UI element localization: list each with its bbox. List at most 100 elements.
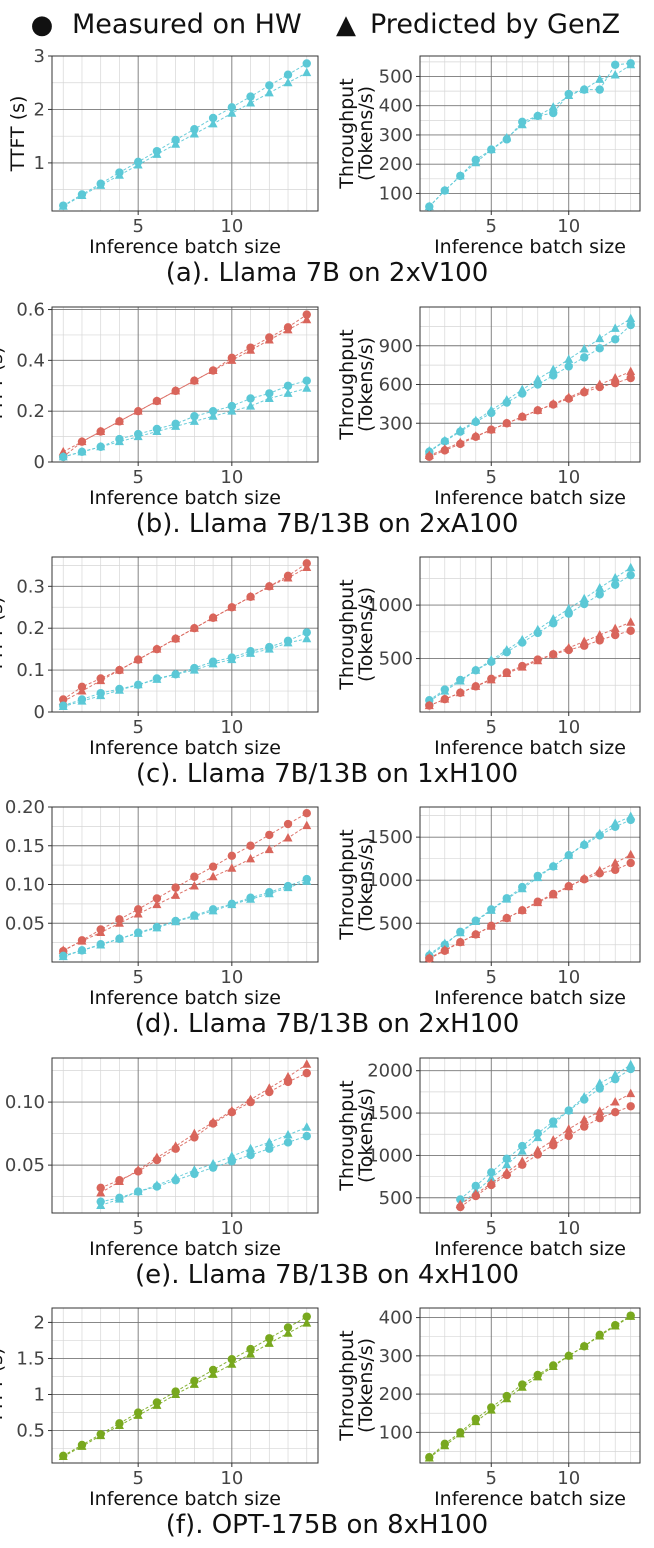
predicted-point xyxy=(595,828,605,838)
predicted-point xyxy=(283,1129,293,1139)
predicted-point xyxy=(517,119,527,129)
series-predicted xyxy=(58,1318,312,1461)
measured-point xyxy=(471,1181,480,1191)
predicted-point xyxy=(471,1188,481,1198)
predicted-point xyxy=(533,405,543,414)
predicted-point xyxy=(626,1088,636,1098)
chart-caption: (a). Llama 7B on 2xV100 xyxy=(166,258,489,288)
predicted-point xyxy=(502,913,512,922)
measured-point xyxy=(227,401,237,411)
predicted-point xyxy=(579,839,589,848)
predicted-point xyxy=(208,1158,218,1168)
series-line xyxy=(429,854,631,959)
measured-point xyxy=(611,335,620,344)
predicted-point xyxy=(114,933,124,943)
predicted-point xyxy=(96,927,106,937)
chart-f-thr: 5 10 100 200 300 400 Inference batch size Throu… xyxy=(336,1307,641,1510)
x-tick-label: 10 xyxy=(220,717,243,738)
predicted-point xyxy=(77,945,87,954)
predicted-point xyxy=(471,415,481,425)
y-tick-label: 1000 xyxy=(367,1145,413,1166)
predicted-point xyxy=(579,84,589,94)
measured-point xyxy=(283,1138,293,1147)
predicted-point xyxy=(595,333,605,343)
y-tick-label: 300 xyxy=(379,413,413,434)
predicted-point xyxy=(502,132,512,142)
predicted-point xyxy=(171,633,181,643)
predicted-point xyxy=(58,945,68,954)
y-axis-label: TTFT (s) xyxy=(0,347,7,424)
predicted-point xyxy=(486,424,496,434)
chart-caption: (f). OPT-175B on 8xH100 xyxy=(166,1510,488,1540)
measured-point xyxy=(283,1323,293,1332)
plot-frame xyxy=(419,556,641,713)
x-axis-label: Inference batch size xyxy=(89,487,281,509)
predicted-point xyxy=(579,385,589,395)
y-axis-label-units: (Tokens/s) xyxy=(355,1088,377,1183)
predicted-point xyxy=(424,201,434,211)
predicted-point xyxy=(77,936,87,945)
predicted-point xyxy=(152,644,162,653)
x-tick-label: 5 xyxy=(132,467,143,488)
x-tick-label: 5 xyxy=(132,216,143,237)
series-measured xyxy=(59,1312,311,1460)
predicted-point xyxy=(579,873,589,882)
measured-point xyxy=(549,108,558,118)
measured-point xyxy=(246,1344,255,1354)
chart-caption: (c). Llama 7B/13B on 1xH100 xyxy=(136,759,518,789)
predicted-point xyxy=(610,857,620,867)
y-axis-label-units: (Tokens/s) xyxy=(355,837,377,932)
predicted-point xyxy=(579,1114,589,1124)
predicted-point xyxy=(152,396,162,405)
predicted-point xyxy=(114,918,124,927)
series-predicted xyxy=(424,849,636,962)
predicted-point xyxy=(302,67,312,77)
predicted-point xyxy=(471,929,481,938)
predicted-point xyxy=(424,446,434,455)
predicted-point xyxy=(152,922,162,932)
chart-f-ttft: 5 10 0.5 1 1.5 2 Inference batch size TTFT (s) (… xyxy=(0,1307,488,1540)
x-tick-label: 10 xyxy=(557,1218,580,1239)
predicted-point xyxy=(486,655,496,664)
measured-point xyxy=(626,626,635,635)
predicted-point xyxy=(626,366,636,376)
x-tick-label: 10 xyxy=(557,717,580,738)
predicted-point xyxy=(283,1328,293,1337)
predicted-point xyxy=(626,849,636,859)
measured-point xyxy=(502,1154,511,1163)
measured-point xyxy=(456,1195,465,1204)
predicted-point xyxy=(227,355,237,364)
predicted-point xyxy=(579,343,589,353)
series-predicted xyxy=(58,633,312,711)
y-axis-label-units: (Tokens/s) xyxy=(355,1338,377,1433)
series-predicted xyxy=(424,313,636,455)
series-predicted xyxy=(424,811,636,958)
plot-frame xyxy=(419,1057,641,1214)
predicted-point xyxy=(486,405,496,414)
predicted-point xyxy=(610,1069,620,1079)
predicted-point xyxy=(152,426,162,436)
y-tick-label: 600 xyxy=(379,375,413,396)
measured-point xyxy=(626,1102,635,1111)
y-axis-label: Throughput xyxy=(336,78,358,189)
series-measured xyxy=(59,376,311,462)
predicted-point xyxy=(455,1428,465,1438)
y-tick-label: 0.20 xyxy=(5,797,45,818)
x-tick-label: 5 xyxy=(486,467,497,488)
measured-point xyxy=(626,570,635,580)
measured-point xyxy=(208,113,218,123)
y-tick-label: 300 xyxy=(379,1346,413,1367)
predicted-point xyxy=(264,1338,274,1347)
predicted-point xyxy=(610,373,620,382)
measured-point xyxy=(283,381,293,390)
predicted-point xyxy=(579,593,589,603)
measured-point xyxy=(283,70,293,79)
chart-c-thr: 5 10 500 1000 Inference batch size Throughput… xyxy=(336,556,641,759)
predicted-point xyxy=(58,951,68,961)
predicted-point xyxy=(58,446,68,456)
series-predicted xyxy=(58,314,312,456)
predicted-point xyxy=(189,416,199,425)
predicted-point xyxy=(114,665,124,674)
predicted-point xyxy=(58,451,68,461)
